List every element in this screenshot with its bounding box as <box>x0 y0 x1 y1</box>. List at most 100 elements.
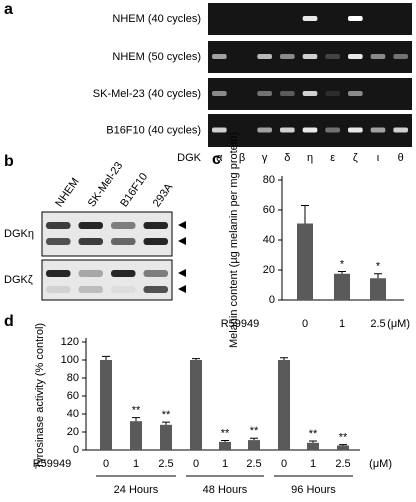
x-tick-label: 0 <box>103 458 109 470</box>
x-tick-label: 1 <box>222 458 228 470</box>
x-tick-label: 1 <box>339 318 345 330</box>
y-tick-label: 0 <box>269 294 275 306</box>
bar <box>219 441 231 450</box>
row-label: NHEM (40 cycles) <box>112 13 201 25</box>
gel-band <box>302 54 318 59</box>
y-tick-label: 40 <box>263 234 275 246</box>
blot-band <box>46 238 71 245</box>
gel-band <box>280 127 295 133</box>
y-tick-label: 20 <box>263 264 275 276</box>
row-label: B16F10 (40 cycles) <box>106 124 201 136</box>
x-tick-label: 1 <box>133 458 139 470</box>
y-axis-label: Melanin content (µg melanin per mg prote… <box>228 132 240 348</box>
y-tick-label: 60 <box>67 390 79 402</box>
gel-band <box>393 54 408 59</box>
blot-band <box>46 286 71 293</box>
lane-label: ζ <box>353 152 358 164</box>
significance: ** <box>162 409 171 421</box>
lane-label: α <box>216 152 223 164</box>
blot-band <box>46 222 71 229</box>
blot-band <box>78 270 103 277</box>
x-tick-label: 2.5 <box>370 318 385 330</box>
error-bar <box>374 273 382 279</box>
gel-band <box>348 127 363 133</box>
blot-band <box>111 270 136 277</box>
blot-band <box>78 286 103 293</box>
gel-band <box>212 127 227 133</box>
x-tick-label: 0 <box>193 458 199 470</box>
gel-band <box>393 127 408 133</box>
gel-band <box>348 91 363 96</box>
bar <box>337 445 349 450</box>
error-bar <box>338 271 346 274</box>
blot-band <box>111 238 136 245</box>
gel-band <box>257 91 272 96</box>
x-tick-label: 0 <box>281 458 287 470</box>
error-bar <box>339 444 347 446</box>
y-tick-label: 100 <box>61 354 79 366</box>
gel-band <box>257 127 272 133</box>
y-tick-label: 120 <box>61 336 79 348</box>
y-tick-label: 40 <box>67 408 79 420</box>
bar <box>248 440 260 450</box>
gel-band <box>280 54 295 59</box>
blot-band <box>143 286 168 293</box>
blot-band <box>143 270 168 277</box>
bar <box>370 278 386 300</box>
arrowhead <box>178 237 186 245</box>
blot-band <box>143 222 168 229</box>
blot-band <box>78 222 103 229</box>
x-unit: (μM) <box>369 458 392 470</box>
error-bar <box>309 440 317 443</box>
error-bar <box>192 358 200 360</box>
panel-label: a <box>4 1 13 18</box>
gel-band <box>348 54 363 59</box>
gel-band <box>302 16 318 21</box>
row-label: DGKη <box>4 228 34 240</box>
gel-band <box>370 127 386 133</box>
x-axis-label: R59949 <box>33 458 72 470</box>
gel-band <box>325 54 340 59</box>
error-bar <box>221 440 229 442</box>
lane-label: 293A <box>151 181 176 209</box>
x-tick-label: 2.5 <box>246 458 261 470</box>
lane-label: NHEM <box>53 176 81 209</box>
error-bar <box>301 205 309 224</box>
bar <box>307 442 319 450</box>
group-label: 48 Hours <box>203 484 248 496</box>
lane-label: β <box>239 152 245 164</box>
arrowhead <box>178 285 186 293</box>
x-axis-label: R59949 <box>221 318 260 330</box>
lane-label: ε <box>330 152 335 164</box>
bar <box>278 360 290 450</box>
y-tick-label: 60 <box>263 204 275 216</box>
bar <box>130 421 142 450</box>
significance: ** <box>309 428 318 440</box>
row-label: DGKζ <box>4 274 33 286</box>
y-axis-label: Tyrosinase activity (% control) <box>34 323 46 469</box>
x-tick-label: 1 <box>310 458 316 470</box>
lane-label: B16F10 <box>118 171 150 209</box>
y-tick-label: 80 <box>67 372 79 384</box>
significance: ** <box>132 405 141 417</box>
gel-band <box>325 91 340 96</box>
row-label: NHEM (50 cycles) <box>112 51 201 63</box>
gel-band <box>370 54 386 59</box>
gel-band <box>280 91 295 96</box>
group-label: 96 Hours <box>291 484 336 496</box>
y-tick-label: 80 <box>263 174 275 186</box>
arrowhead <box>178 221 186 229</box>
gel-band <box>302 127 318 133</box>
axis-label: DGK <box>177 152 202 164</box>
significance: ** <box>221 427 230 439</box>
panel-label: d <box>4 313 14 330</box>
gel-band <box>212 54 227 59</box>
bar <box>100 360 112 450</box>
blot-band <box>46 270 71 277</box>
x-unit: (μM) <box>387 318 410 330</box>
bar <box>297 223 313 300</box>
bar <box>334 273 350 300</box>
blot-image <box>41 259 173 301</box>
gel-band <box>348 16 363 21</box>
